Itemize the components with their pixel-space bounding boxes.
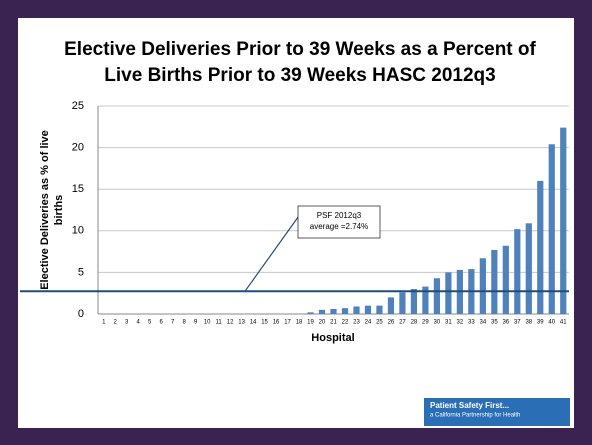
bar bbox=[410, 289, 418, 314]
x-tick-label: 28 bbox=[411, 320, 418, 326]
x-tick-label: 30 bbox=[434, 320, 441, 326]
x-tick-label: 7 bbox=[171, 320, 175, 326]
y-axis-title: Elective Deliveries as % of live bbox=[39, 130, 51, 290]
callout-line bbox=[244, 212, 302, 292]
bar bbox=[445, 272, 452, 314]
x-tick-label: 13 bbox=[238, 320, 245, 326]
bar bbox=[399, 292, 406, 314]
bar bbox=[318, 309, 326, 314]
x-tick-label: 14 bbox=[250, 320, 257, 326]
y-tick-label: 15 bbox=[72, 183, 84, 195]
x-tick-label: 2 bbox=[114, 320, 118, 326]
bar bbox=[433, 278, 440, 314]
x-tick-label: 8 bbox=[182, 320, 186, 326]
chart-title: Elective Deliveries Prior to 39 Weeks as… bbox=[64, 39, 536, 60]
x-tick-label: 12 bbox=[227, 320, 234, 326]
bar bbox=[387, 297, 395, 314]
x-tick-label: 20 bbox=[319, 320, 326, 326]
x-axis-title: Hospital bbox=[311, 332, 354, 344]
callout-box bbox=[297, 205, 381, 239]
logo-background bbox=[424, 398, 570, 426]
bar bbox=[491, 249, 498, 314]
slide-background bbox=[18, 18, 574, 428]
x-tick-label: 35 bbox=[491, 320, 498, 326]
x-tick-label: 4 bbox=[137, 320, 141, 326]
bar bbox=[422, 286, 429, 314]
x-tick-label: 23 bbox=[353, 320, 360, 326]
y-tick-label: 20 bbox=[72, 142, 84, 154]
y-tick-label: 0 bbox=[78, 308, 84, 320]
callout-label: PSF 2012q3 bbox=[317, 211, 362, 220]
x-tick-label: 24 bbox=[365, 320, 372, 326]
bar bbox=[479, 258, 486, 314]
x-tick-label: 9 bbox=[194, 320, 198, 326]
x-tick-label: 22 bbox=[342, 320, 349, 326]
logo-text: Patient Safety First... bbox=[430, 401, 509, 410]
x-tick-label: 26 bbox=[388, 320, 395, 326]
bar bbox=[353, 306, 360, 314]
x-tick-label: 33 bbox=[468, 320, 475, 326]
x-tick-label: 32 bbox=[457, 320, 464, 326]
bar bbox=[548, 144, 555, 314]
x-tick-label: 39 bbox=[537, 320, 544, 326]
bar bbox=[514, 229, 521, 314]
x-tick-label: 3 bbox=[125, 320, 129, 326]
y-tick-label: 5 bbox=[78, 266, 84, 278]
x-tick-label: 25 bbox=[376, 320, 383, 326]
x-tick-label: 36 bbox=[502, 320, 509, 326]
x-tick-label: 34 bbox=[479, 320, 486, 326]
bar bbox=[525, 223, 532, 314]
bar bbox=[364, 305, 372, 314]
x-tick-label: 31 bbox=[445, 320, 452, 326]
bar bbox=[560, 127, 567, 314]
callout-label: average =2.74% bbox=[310, 222, 369, 231]
bar bbox=[307, 312, 314, 314]
x-tick-label: 6 bbox=[160, 320, 164, 326]
x-tick-label: 17 bbox=[284, 320, 291, 326]
y-axis-title: births bbox=[53, 195, 65, 226]
y-tick-label: 10 bbox=[72, 225, 84, 237]
x-tick-label: 1 bbox=[102, 320, 106, 326]
x-tick-label: 11 bbox=[216, 320, 223, 326]
x-tick-label: 18 bbox=[296, 320, 303, 326]
x-tick-label: 16 bbox=[273, 320, 280, 326]
x-tick-label: 15 bbox=[261, 320, 268, 326]
bar bbox=[376, 305, 383, 314]
y-tick-label: 25 bbox=[72, 100, 84, 112]
x-tick-label: 5 bbox=[148, 320, 152, 326]
x-tick-label: 21 bbox=[330, 320, 337, 326]
x-tick-label: 19 bbox=[307, 320, 314, 326]
x-tick-label: 37 bbox=[514, 320, 521, 326]
chart-title: Live Births Prior to 39 Weeks HASC 2012q… bbox=[104, 65, 495, 86]
x-tick-label: 27 bbox=[399, 320, 406, 326]
x-tick-label: 38 bbox=[525, 320, 532, 326]
bar bbox=[502, 245, 509, 314]
x-tick-label: 29 bbox=[422, 320, 429, 326]
x-tick-label: 40 bbox=[548, 320, 555, 326]
logo-text: a California Partnership for Health bbox=[430, 413, 520, 419]
x-tick-label: 10 bbox=[204, 320, 211, 326]
bar bbox=[537, 180, 544, 314]
x-tick-label: 41 bbox=[560, 320, 567, 326]
bar bbox=[330, 309, 337, 314]
bar bbox=[341, 308, 349, 314]
logo: Patient Safety First... a California Par… bbox=[424, 398, 570, 426]
